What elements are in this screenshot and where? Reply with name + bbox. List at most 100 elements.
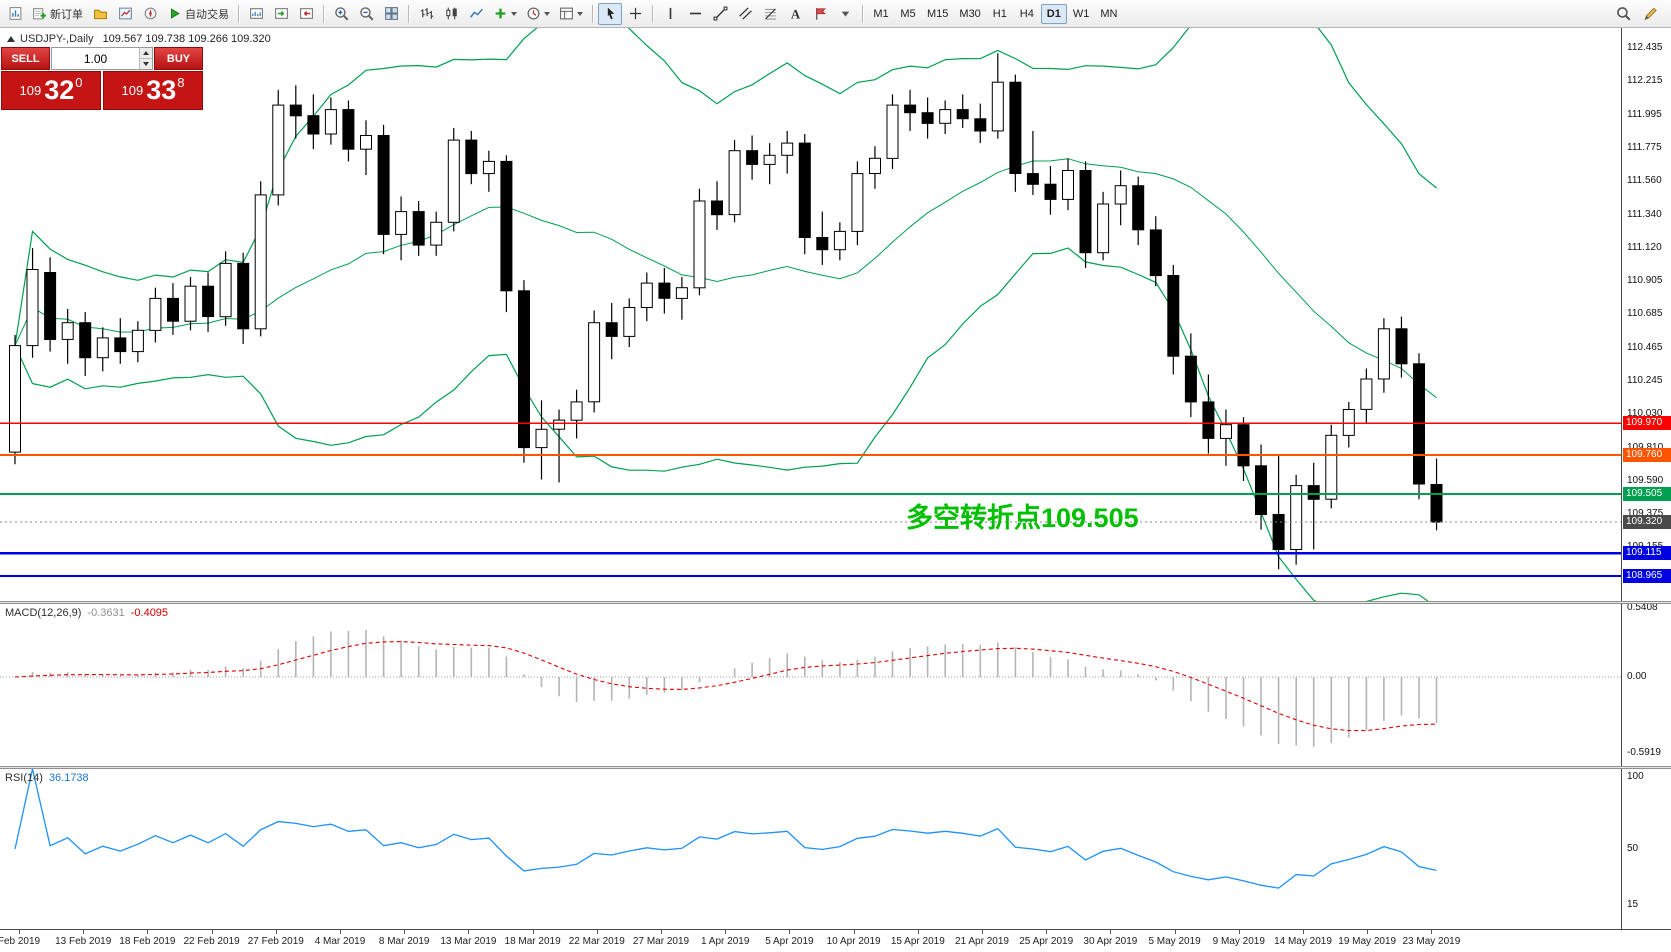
profiles-button[interactable]	[88, 3, 112, 25]
time-axis-tick	[982, 930, 983, 934]
time-axis-label: 27 Mar 2019	[632, 936, 690, 947]
rsi-line	[14, 769, 1437, 889]
toolbar-separator	[408, 4, 409, 23]
price-axis-label: 109.590	[1627, 475, 1664, 486]
new-order-button[interactable]: 新订单	[28, 3, 87, 25]
time-axis-label: 10 Apr 2019	[826, 936, 881, 947]
macd-histogram	[31, 630, 1438, 748]
price-axis-label: 111.560	[1627, 175, 1662, 187]
line-icon	[469, 6, 484, 21]
time-axis-tick	[340, 930, 341, 934]
trendline-button[interactable]	[708, 3, 732, 25]
label-button[interactable]	[808, 3, 832, 25]
channel-button[interactable]	[733, 3, 757, 25]
autoscroll-button[interactable]	[244, 3, 268, 25]
sell-price-sup: 0	[75, 75, 83, 90]
time-axis-tick	[147, 930, 149, 934]
time-axis-label: 5 May 2019	[1148, 936, 1201, 947]
bollinger-upper-line	[14, 28, 1437, 346]
timeframe-m15-button[interactable]: M15	[927, 7, 949, 20]
pane-separator-rsi[interactable]	[0, 766, 1671, 769]
clock-icon	[526, 6, 541, 21]
timeframe-m1-button[interactable]: M1	[873, 7, 889, 20]
price-axis-label: 109.810	[1627, 441, 1664, 453]
one-click-collapse-icon[interactable]	[7, 36, 15, 42]
chart-shift-button[interactable]	[269, 3, 293, 25]
price-tag: 108.965	[1623, 569, 1671, 584]
timeframe-h1-button[interactable]: H1	[992, 7, 1007, 20]
price-axis-label: 112.215	[1627, 75, 1663, 87]
vertical-line-button[interactable]	[658, 3, 682, 25]
text-button[interactable]: A	[783, 3, 807, 25]
timeframe-d1-button[interactable]: D1	[1040, 3, 1067, 24]
pane-separator-macd[interactable]	[0, 601, 1671, 604]
timeframe-m5-button[interactable]: M5	[900, 7, 916, 20]
macd-pane	[0, 630, 1621, 748]
timeframe-m30-button[interactable]: M30	[959, 7, 981, 20]
templates-button[interactable]	[555, 3, 587, 25]
arrow-down-icon	[838, 6, 853, 21]
candlestick-chart-button[interactable]	[439, 3, 463, 25]
timeframe-h4-button[interactable]: H4	[1019, 7, 1034, 20]
shapes-button[interactable]	[833, 3, 857, 25]
time-axis-tick	[1431, 930, 1433, 934]
time-axis-label: 23 May 2019	[1402, 936, 1461, 947]
time-axis-tick	[1046, 930, 1048, 934]
zoom-in-button[interactable]	[329, 3, 353, 25]
toolbar-right-group	[1611, 3, 1662, 25]
line-chart-button[interactable]	[464, 3, 488, 25]
chart-back-button[interactable]	[294, 3, 318, 25]
template-icon	[559, 6, 574, 21]
macd-main-value: -0.3631	[87, 607, 125, 619]
crosshair-button[interactable]	[623, 3, 647, 25]
volume-input[interactable]	[52, 48, 139, 69]
time-axis-tick	[917, 930, 919, 934]
time-axis[interactable]: Feb 2019 13 Feb 2019 18 Feb 2019 22 Feb 201…	[0, 929, 1671, 952]
buy-price-prefix: 109	[121, 83, 144, 98]
autotrading-button[interactable]: 自动交易	[163, 3, 233, 25]
price-axis[interactable]: 112.435 112.215 111.995 111.775 111.560 111.3…	[1621, 28, 1671, 952]
time-axis-tick	[1367, 930, 1369, 934]
autotrading-button-label: 自动交易	[185, 8, 229, 21]
tile-icon	[384, 6, 399, 21]
zoom-out-button[interactable]	[354, 3, 378, 25]
sell-button[interactable]: SELL	[1, 47, 50, 70]
fibo-icon	[763, 6, 778, 21]
periods-button[interactable]	[522, 3, 554, 25]
hline-icon	[688, 6, 703, 21]
navigator-button[interactable]	[138, 3, 162, 25]
fibonacci-button[interactable]	[758, 3, 782, 25]
rsi-pane	[14, 769, 1437, 889]
price-axis-label: 109.375	[1627, 507, 1664, 519]
cursor-icon	[603, 6, 618, 21]
cursor-button[interactable]	[598, 2, 622, 25]
buy-price-button[interactable]: 109 33 8	[103, 71, 203, 110]
macd-axis-label: -0.5919	[1627, 746, 1661, 758]
indicators-button[interactable]	[489, 3, 521, 25]
buy-button[interactable]: BUY	[154, 47, 203, 70]
quick-edit-button[interactable]	[1638, 3, 1662, 25]
market-watch-button[interactable]	[113, 3, 137, 25]
price-axis-label: 111.120	[1627, 242, 1662, 254]
search-button[interactable]	[1611, 3, 1635, 25]
bollinger-middle-line	[14, 158, 1437, 399]
timeframe-mn-button[interactable]: MN	[1100, 7, 1118, 20]
time-axis-tick	[275, 930, 277, 934]
chevron-down-icon	[544, 12, 550, 19]
timeframe-w1-button[interactable]: W1	[1072, 7, 1090, 20]
price-axis-label: 110.685	[1627, 308, 1663, 320]
volume-increase-button[interactable]	[140, 48, 152, 58]
profiles-icon	[93, 6, 108, 21]
time-axis-tick	[211, 930, 213, 934]
time-axis-tick	[468, 930, 470, 934]
bar-chart-button[interactable]	[414, 3, 438, 25]
zoom-in-icon	[334, 6, 349, 21]
horizontal-line-button[interactable]	[683, 3, 707, 25]
chart-title: USDJPY-,Daily 109.567 109.738 109.266 10…	[7, 33, 271, 45]
new-chart-button[interactable]	[3, 3, 27, 25]
sell-price-button[interactable]: 109 32 0	[1, 71, 101, 110]
price-tag: 109.505	[1623, 486, 1671, 501]
volume-decrease-button[interactable]	[140, 58, 152, 69]
tile-windows-button[interactable]	[379, 3, 403, 25]
